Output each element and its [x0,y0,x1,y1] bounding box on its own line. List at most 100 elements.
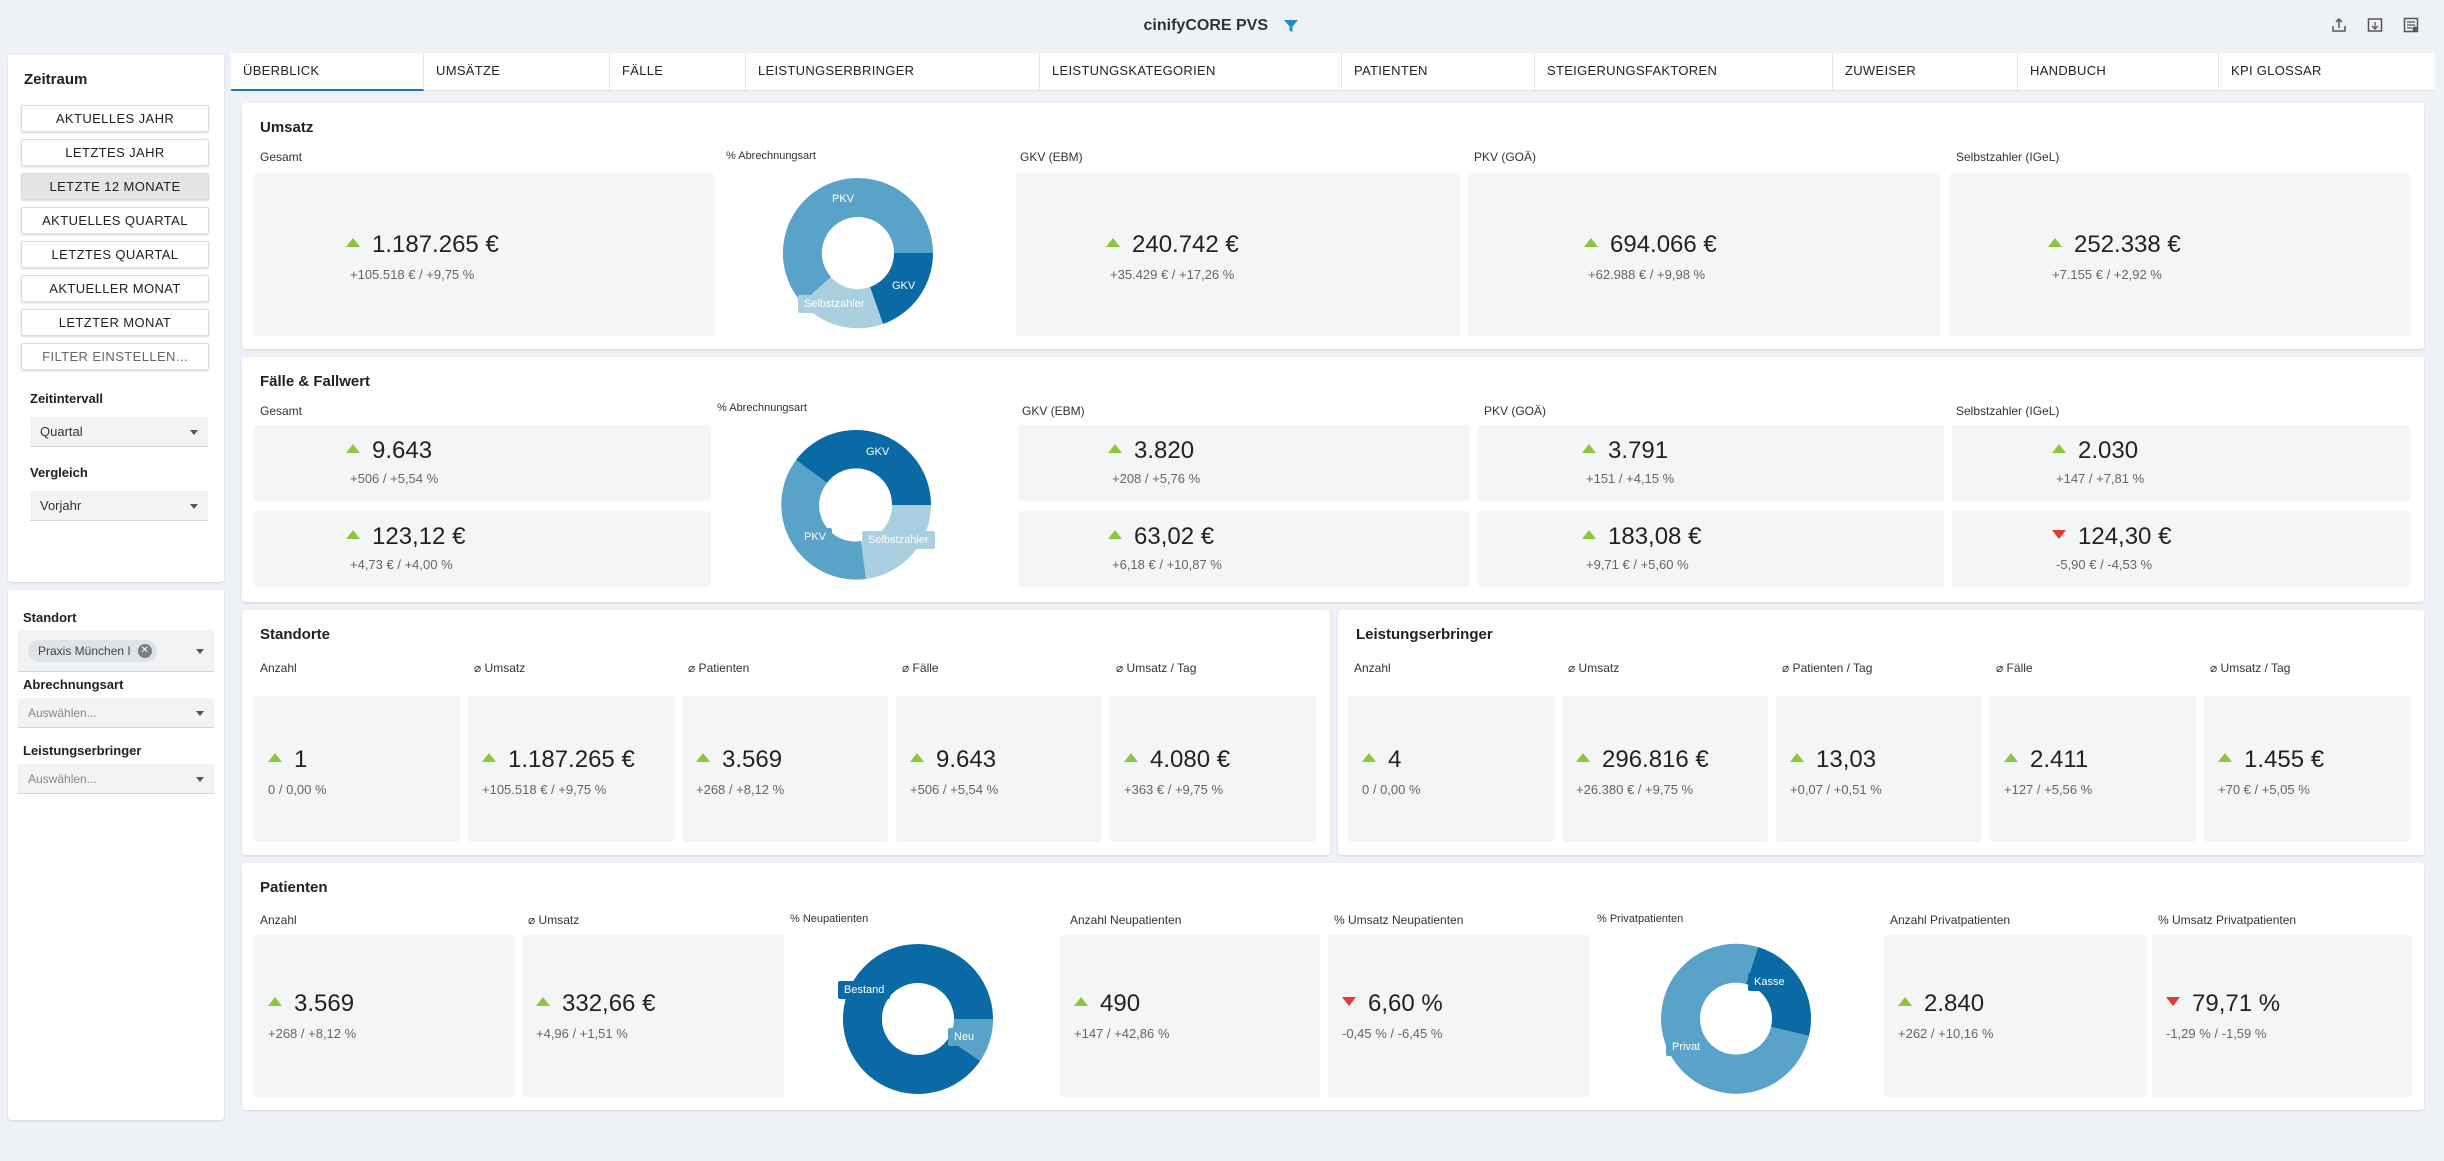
btn-letztes-jahr[interactable]: LETZTES JAHR [21,139,209,166]
umsatz-gkv-label: GKV (EBM) [1020,150,1083,164]
btn-letzter-monat[interactable]: LETZTER MONAT [21,309,209,336]
umsatz-neupatienten-label: % Umsatz Neupatienten [1334,913,1464,927]
vergleich-label: Vergleich [30,465,88,480]
btn-aktuelles-jahr[interactable]: AKTUELLES JAHR [21,105,209,132]
kpi-value: 9.643 [910,746,996,774]
le-umsatz-label: ⌀ Umsatz [1568,661,1620,675]
anzahl-privatpatienten-kpi: 2.840 +262 / +10,16 % [1884,935,2146,1097]
chevron-down-icon [190,430,198,435]
kpi-value: 63,02 € [1108,523,1214,551]
neupatienten-donut-label: % Neupatienten [790,913,869,925]
neupatienten-donut-chart [842,944,993,1094]
tab-faelle[interactable]: FÄLLE [610,53,746,91]
trend-down-icon [2052,530,2066,540]
faelle-selbst-faelle-kpi: 2.030 +147 / +7,81 % [1952,425,2410,501]
standorte-umsatz-tag-label: ⌀ Umsatz / Tag [1116,661,1197,675]
standorte-faelle-label: ⌀ Fälle [902,661,939,675]
leistungserbringer-label: Leistungserbringer [23,743,142,758]
standort-select[interactable]: Praxis München I ✕ [18,630,214,672]
filter-icon[interactable] [1282,17,1300,35]
umsatz-neupatienten-kpi: 6,60 % -0,45 % / -6,45 % [1328,935,1590,1097]
kpi-delta: +105.518 € / +9,75 % [482,782,607,797]
leistungserbringer-select[interactable]: Auswählen... [18,764,214,794]
kpi-value: 3.569 [268,990,354,1018]
tab-steigerungsfaktoren[interactable]: STEIGERUNGSFAKTOREN [1535,53,1833,91]
trend-down-icon [2166,997,2180,1007]
umsatz-privatpatienten-label: % Umsatz Privatpatienten [2158,913,2297,927]
kpi-delta: +208 / +5,76 % [1112,471,1201,486]
patienten-umsatz-label: ⌀ Umsatz [528,913,580,927]
trend-up-icon [1108,530,1122,540]
kpi-delta: +147 / +42,86 % [1074,1026,1170,1041]
faelle-card: Fälle & Fallwert Gesamt 9.643 +506 / +5,… [242,357,2424,602]
export-icon[interactable] [2366,16,2384,34]
faelle-gkv-label: GKV (EBM) [1022,404,1085,418]
tab-leistungskategorien[interactable]: LEISTUNGSKATEGORIEN [1040,53,1342,91]
kpi-value: 9.643 [346,437,432,465]
standort-chip[interactable]: Praxis München I ✕ [28,640,157,662]
umsatz-gkv-kpi: 240.742 € +35.429 € / +17,26 % [1016,173,1460,336]
kpi-value: 6,60 % [1342,990,1443,1018]
kpi-value: 3.791 [1582,437,1668,465]
anzahl-privatpatienten-label: Anzahl Privatpatienten [1890,913,2011,927]
abrechnungsart-select[interactable]: Auswählen... [18,698,214,728]
zeitintervall-select[interactable]: Quartal [30,417,208,447]
patienten-title: Patienten [260,879,328,896]
tab-leistungserbringer[interactable]: LEISTUNGSERBRINGER [746,53,1040,91]
kpi-delta: +127 / +5,56 % [2004,782,2093,797]
kpi-delta: +9,71 € / +5,60 % [1586,557,1689,572]
anzahl-neupatienten-label: Anzahl Neupatienten [1070,913,1182,927]
umsatz-title: Umsatz [260,119,314,136]
kpi-delta: +6,18 € / +10,87 % [1112,557,1222,572]
btn-filter-einstellen[interactable]: FILTER EINSTELLEN... [21,343,209,370]
trend-up-icon [1362,753,1376,763]
tab-kpi-glossar[interactable]: KPI GLOSSAR [2231,63,2322,78]
kpi-value: 123,12 € [346,523,465,551]
btn-letztes-quartal[interactable]: LETZTES QUARTAL [21,241,209,268]
trend-up-icon [2218,753,2232,763]
kpi-value: 3.820 [1108,437,1194,465]
patienten-anzahl-kpi: 3.569 +268 / +8,12 % [254,935,514,1097]
btn-aktuelles-quartal[interactable]: AKTUELLES QUARTAL [21,207,209,234]
trend-up-icon [346,444,360,454]
standort-label: Standort [23,610,77,625]
trend-up-icon [482,753,496,763]
donut-label-kasse: Kasse [1748,973,1791,991]
kpi-delta: -0,45 % / -6,45 % [1342,1026,1443,1041]
kpi-value: 252.338 € [2048,231,2181,259]
tab-umsaetze[interactable]: UMSÄTZE [424,53,610,91]
standorte-patienten-label: ⌀ Patienten [688,661,750,675]
le-umsatz-tag-label: ⌀ Umsatz / Tag [2210,661,2291,675]
le-patienten-tag-label: ⌀ Patienten / Tag [1782,661,1873,675]
share-icon[interactable] [2330,16,2348,34]
trend-up-icon [1898,997,1912,1007]
kpi-delta: +7.155 € / +2,92 % [2052,267,2162,282]
vergleich-select[interactable]: Vorjahr [30,491,208,521]
tab-patienten[interactable]: PATIENTEN [1342,53,1535,91]
zeitintervall-label: Zeitintervall [30,391,103,406]
faelle-gkv-faelle-kpi: 3.820 +208 / +5,76 % [1018,425,1470,501]
faelle-selbst-label: Selbstzahler (IGeL) [1956,404,2060,418]
kpi-value: 332,66 € [536,990,655,1018]
kpi-delta: +268 / +8,12 % [268,1026,357,1041]
donut-label-gkv: GKV [860,443,896,461]
trend-down-icon [1342,997,1356,1007]
kpi-value: 13,03 [1790,746,1876,774]
btn-aktueller-monat[interactable]: AKTUELLER MONAT [21,275,209,302]
zeitintervall-value: Quartal [40,424,83,439]
kpi-value: 1 [268,746,307,774]
standorte-umsatz-tag-kpi: 4.080 € +363 € / +9,75 % [1110,696,1316,842]
kpi-value: 296.816 € [1576,746,1709,774]
faelle-gesamt-label: Gesamt [260,404,303,418]
trend-up-icon [268,753,282,763]
tab-zuweiser[interactable]: ZUWEISER [1833,53,2018,91]
close-icon[interactable]: ✕ [137,644,152,658]
donut-segment-gkv [796,430,931,505]
tab-ueberblick[interactable]: ÜBERBLICK [231,53,424,91]
kpi-delta: +147 / +7,81 % [2056,471,2145,486]
report-icon[interactable] [2402,16,2420,34]
privatpatienten-donut-label: % Privatpatienten [1597,913,1684,925]
tab-handbuch[interactable]: HANDBUCH [2018,53,2219,91]
leistungserbringer-card: Leistungserbringer Anzahl 4 0 / 0,00 % ⌀… [1338,610,2424,855]
btn-letzte-12-monate[interactable]: LETZTE 12 MONATE [21,173,209,200]
